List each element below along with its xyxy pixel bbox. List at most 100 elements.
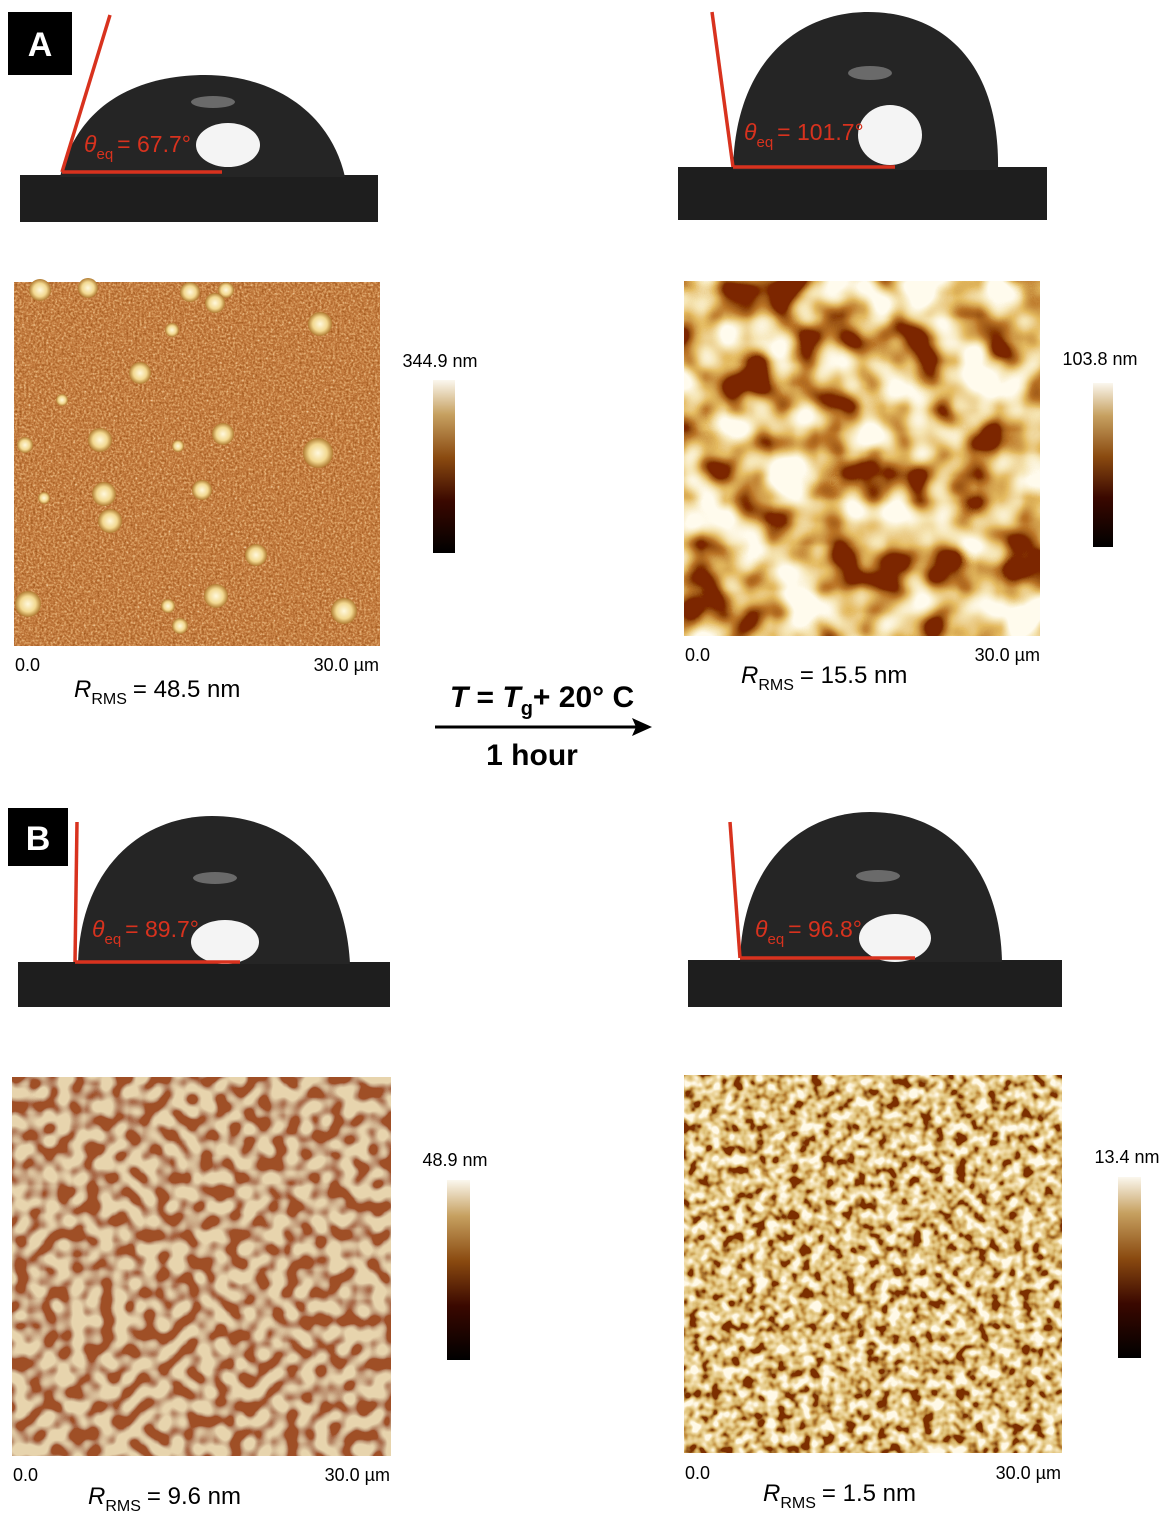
- colorbar-max-label: 103.8 nm: [1062, 349, 1137, 369]
- afm-topography: [684, 281, 1040, 636]
- text-part: = 1.5 nm: [822, 1480, 916, 1507]
- colorbar-max-label: 344.9 nm: [402, 351, 477, 371]
- axis-start-label: 0.0: [685, 645, 710, 665]
- colorbar: [1118, 1177, 1141, 1358]
- particle: [212, 423, 234, 445]
- particle: [172, 618, 188, 634]
- axis-start-label: 0.0: [13, 1465, 38, 1485]
- reflection: [193, 872, 237, 884]
- reflection: [191, 96, 235, 108]
- text-part: = 89.7°: [125, 916, 199, 942]
- tangent-line: [730, 822, 740, 958]
- particle: [15, 591, 41, 617]
- colorbar: [433, 380, 455, 553]
- particle: [204, 584, 228, 608]
- text-part: RMS: [780, 1495, 816, 1512]
- particle: [245, 544, 267, 566]
- particle: [308, 312, 332, 336]
- particle: [192, 480, 212, 500]
- particle: [205, 293, 225, 313]
- text-part: RMS: [758, 677, 794, 694]
- highlight: [196, 123, 260, 167]
- text-part: eq: [104, 931, 121, 948]
- droplet-image: θeq= 67.7°: [20, 15, 378, 222]
- roughness: RRMS = 15.5 nm: [741, 662, 907, 694]
- page: { "panels": [ { "label": "A", "before": …: [0, 0, 1173, 1515]
- treatment-duration: 1 hour: [486, 739, 578, 772]
- text-part: eq: [96, 146, 113, 163]
- afm-image: 13.4 nm 0.0 30.0 µm RRMS = 1.5 nm: [684, 1075, 1160, 1512]
- substrate: [20, 175, 378, 222]
- text-part: R: [88, 1483, 105, 1510]
- axis-start-label: 0.0: [15, 655, 40, 675]
- text-part: = 15.5 nm: [800, 662, 907, 689]
- colorbar: [1093, 383, 1113, 547]
- particle: [92, 482, 116, 506]
- particle: [98, 509, 122, 533]
- particle: [129, 362, 151, 384]
- highlight: [858, 105, 922, 165]
- text-part: R: [741, 662, 758, 689]
- droplet-image: θeq= 96.8°: [688, 812, 1062, 1007]
- text-part: θ: [92, 916, 105, 942]
- colorbar-max-label: 13.4 nm: [1094, 1147, 1159, 1167]
- highlight: [191, 920, 259, 964]
- particle: [56, 394, 68, 406]
- particle: [165, 323, 179, 337]
- text-part: = 101.7°: [777, 119, 864, 145]
- particle: [88, 428, 112, 452]
- treatment: T = Tg+ 20° C 1 hour: [435, 681, 652, 772]
- roughness: RRMS = 48.5 nm: [74, 676, 240, 708]
- afm-image: 103.8 nm 0.0 30.0 µm RRMS= 15.5 nm: [684, 281, 1138, 694]
- afm-image: 344.9 nm 0.0 30.0 µm RRMS = 48.5 nm: [14, 278, 478, 708]
- highlight: [859, 914, 931, 962]
- substrate: [678, 167, 1047, 220]
- particle: [29, 279, 51, 301]
- particle: [180, 282, 200, 302]
- text-part: θ: [755, 916, 768, 942]
- text-part: RMS: [105, 1498, 141, 1515]
- text-part: R: [74, 676, 91, 703]
- figure: A B θeq= 67.7° θeq= 101.7° 344.9 n: [0, 0, 1173, 1515]
- particle: [172, 440, 184, 452]
- text-part: + 20° C: [533, 681, 634, 714]
- text-part: eq: [767, 931, 784, 948]
- text-part: = 67.7°: [117, 131, 191, 157]
- particle: [38, 492, 50, 504]
- particle: [161, 599, 175, 613]
- particle: [17, 437, 33, 453]
- text-part: = 96.8°: [788, 916, 862, 942]
- reflection: [848, 66, 892, 80]
- afm-topography: [12, 1077, 391, 1456]
- particle: [78, 278, 98, 298]
- tangent-line: [712, 12, 733, 167]
- axis-end-label: 30.0 µm: [314, 655, 379, 675]
- axis-end-label: 30.0 µm: [996, 1463, 1061, 1483]
- afm-topography: [684, 1075, 1062, 1453]
- droplet-image: θeq= 101.7°: [678, 12, 1047, 220]
- substrate: [688, 960, 1062, 1007]
- text-part: RMS: [91, 691, 127, 708]
- roughness: RRMS = 9.6 nm: [88, 1483, 241, 1515]
- text-part: g: [521, 698, 533, 720]
- text-part: =: [468, 681, 502, 714]
- treatment-temperature: T = Tg+ 20° C: [450, 681, 634, 720]
- droplet-image: θeq= 89.7°: [18, 816, 390, 1007]
- text-part: = 9.6 nm: [147, 1483, 241, 1510]
- text-part: R: [763, 1480, 780, 1507]
- afm-image: 48.9 nm 0.0 30.0 µm RRMS = 9.6 nm: [12, 1077, 488, 1515]
- particle: [303, 438, 333, 468]
- particle: [331, 598, 357, 624]
- text-part: θ: [744, 119, 757, 145]
- text-part: = 48.5 nm: [133, 676, 240, 703]
- panel-label: A: [28, 26, 53, 64]
- reflection: [856, 870, 900, 882]
- axis-start-label: 0.0: [685, 1463, 710, 1483]
- text-part: θ: [84, 131, 97, 157]
- panel-label: B: [26, 820, 51, 858]
- colorbar-max-label: 48.9 nm: [422, 1150, 487, 1170]
- colorbar: [447, 1180, 470, 1360]
- axis-end-label: 30.0 µm: [325, 1465, 390, 1485]
- substrate: [18, 962, 390, 1007]
- tangent-line: [75, 822, 77, 962]
